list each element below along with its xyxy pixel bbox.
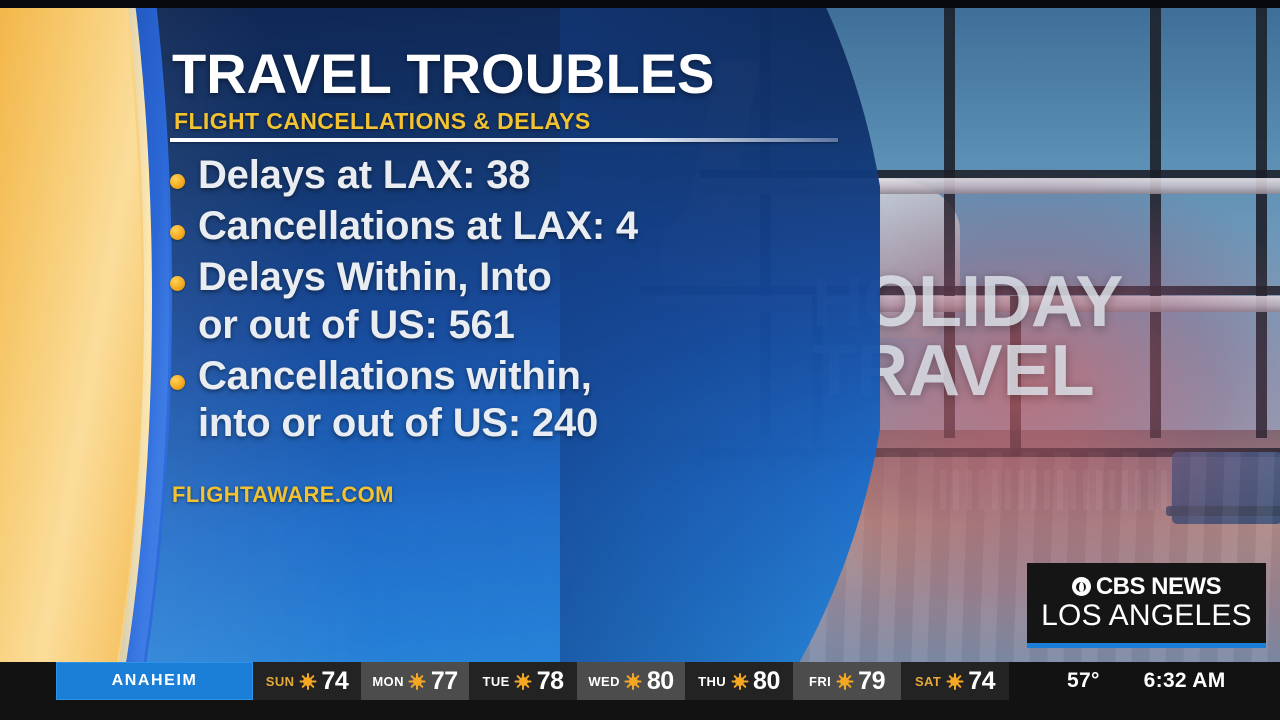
forecast-high-temp: 80 <box>646 666 674 695</box>
list-item-label: Delays at LAX: 38 <box>198 153 531 197</box>
forecast-day-label: TUE <box>482 673 510 689</box>
top-letterbox <box>0 0 1280 8</box>
forecast-day-label: WED <box>588 673 620 689</box>
list-item-label: Cancellations within, into or out of US:… <box>198 353 599 445</box>
forecast-day-label: SUN <box>265 673 295 689</box>
ticker-content: ANAHEIM SUN 74 MON 77 TUE 78 WED 80 THU 80 FRI 79 SAT… <box>0 662 1280 700</box>
station-logo-bug: CBS NEWS LOS ANGELES <box>1027 563 1266 643</box>
sun-icon <box>299 672 317 690</box>
bullet-dot-icon <box>170 276 185 292</box>
forecast-high-temp: 74 <box>321 666 349 695</box>
page-title: TRAVEL TROUBLES <box>172 42 715 105</box>
sun-icon <box>946 672 964 690</box>
panel-sheen <box>120 8 880 662</box>
network-row: CBS NEWS <box>1071 572 1222 600</box>
panel-fade <box>560 8 890 662</box>
current-time: 6:32 AM <box>1143 669 1226 692</box>
bullet-dot-icon <box>170 225 185 241</box>
bullet-dot-icon <box>170 374 185 390</box>
list-item: Cancellations at LAX: 4 <box>170 203 870 250</box>
forecast-day-label: THU <box>698 673 727 689</box>
forecast-high-temp: 79 <box>858 666 885 695</box>
forecast-day-label: MON <box>372 673 404 689</box>
sun-icon <box>836 672 854 690</box>
sun-icon <box>514 672 532 690</box>
weather-ticker: ANAHEIM SUN 74 MON 77 TUE 78 WED 80 THU 80 FRI 79 SAT… <box>0 662 1280 720</box>
list-item: Cancellations within, into or out of US:… <box>170 353 870 447</box>
forecast-high-temp: 74 <box>968 666 996 695</box>
sun-icon <box>731 672 749 690</box>
cbs-eye-icon <box>1071 577 1091 597</box>
source-attribution: FLIGHTAWARE.COM <box>172 482 394 507</box>
list-item-label: Delays Within, Into or out of US: 561 <box>198 255 552 347</box>
forecast-day-label: FRI <box>809 673 832 689</box>
forecast-high-temp: 78 <box>536 666 564 695</box>
gold-panel <box>0 8 142 662</box>
market-name: LOS ANGELES <box>1041 598 1252 632</box>
station-bug-underline <box>1027 643 1266 648</box>
ticker-city-label[interactable]: ANAHEIM <box>56 662 253 700</box>
forecast-day-sun[interactable]: SUN 74 <box>253 662 361 700</box>
forecast-day-label: SAT <box>914 673 942 689</box>
list-item-label: Cancellations at LAX: 4 <box>198 204 638 249</box>
statistics-list: Delays at LAX: 38 Cancellations at LAX: 4… <box>170 152 870 451</box>
list-item: Delays Within, Into or out of US: 561 <box>170 254 870 348</box>
forecast-day-thu[interactable]: THU 80 <box>685 662 793 700</box>
forecast-day-tue[interactable]: TUE 78 <box>469 662 577 700</box>
list-item: Delays at LAX: 38 <box>170 152 870 199</box>
title-divider <box>170 138 838 142</box>
current-temperature: 57° <box>1067 669 1100 692</box>
sun-icon <box>624 672 642 690</box>
forecast-day-sat[interactable]: SAT 74 <box>901 662 1009 700</box>
subtitle: FLIGHT CANCELLATIONS & DELAYS <box>174 108 591 134</box>
current-conditions: 57° 6:32 AM <box>1009 662 1226 700</box>
sun-icon <box>408 672 426 690</box>
forecast-day-mon[interactable]: MON 77 <box>361 662 469 700</box>
bullet-dot-icon <box>170 174 185 189</box>
forecast-day-fri[interactable]: FRI 79 <box>793 662 901 700</box>
forecast-high-temp: 80 <box>753 666 780 695</box>
forecast-high-temp: 77 <box>430 666 458 695</box>
network-name: CBS NEWS <box>1095 572 1222 600</box>
forecast-day-wed[interactable]: WED 80 <box>577 662 685 700</box>
